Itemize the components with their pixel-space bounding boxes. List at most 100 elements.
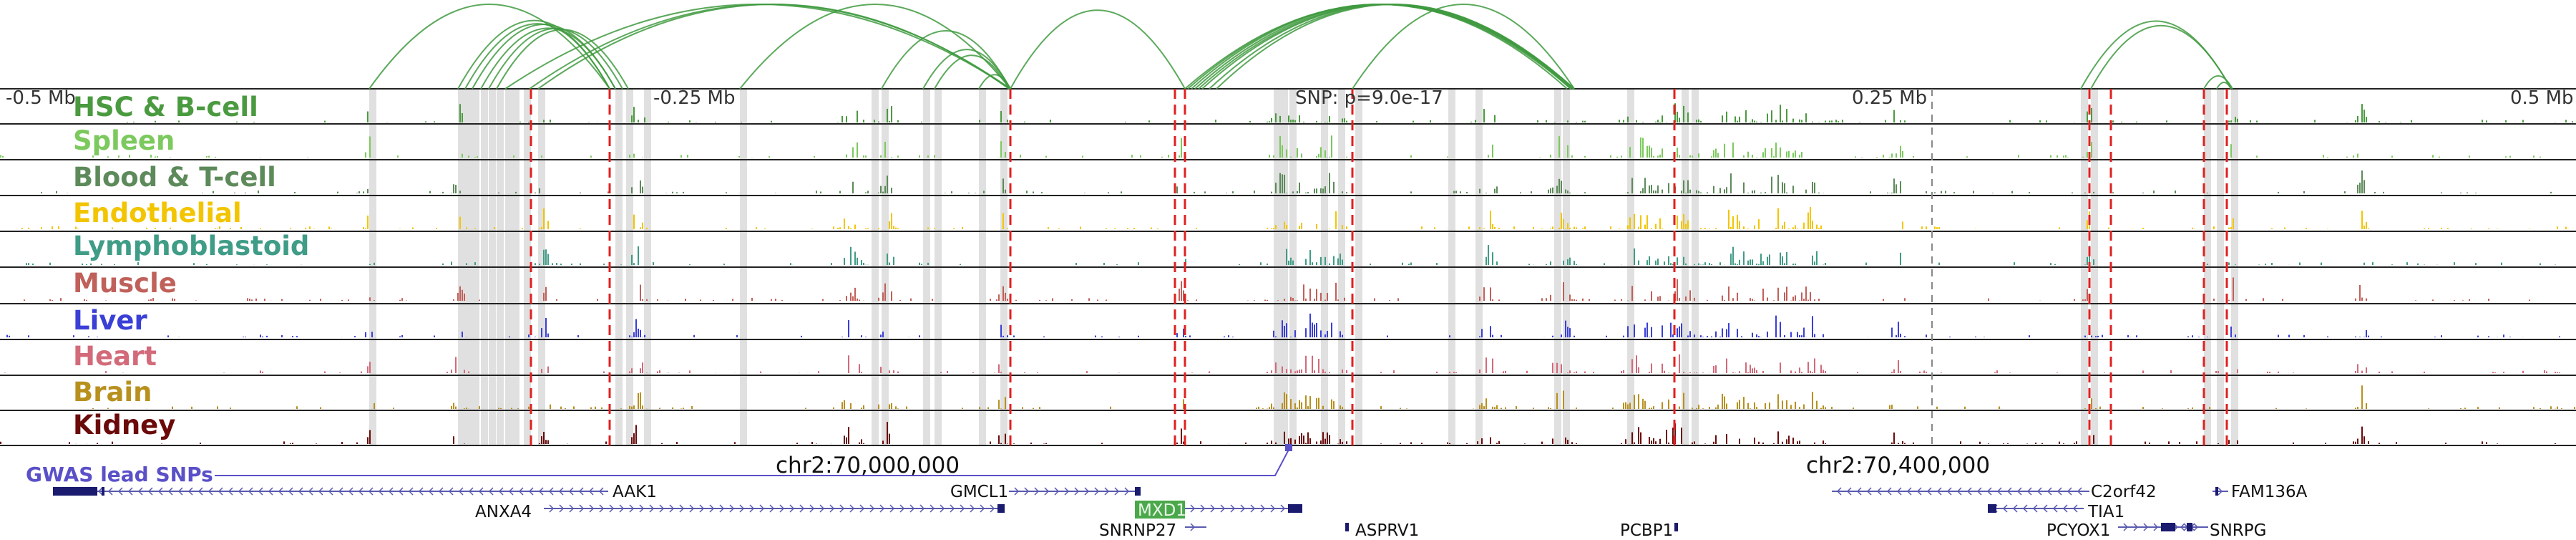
gene-anxa4-arrow [649,504,655,513]
scale-label-mid-left: -0.25 Mb [653,87,736,109]
gene-anxa4-arrow [789,504,795,513]
gene-anxa4-arrow [729,504,735,513]
gene-aak1-arrow [288,487,293,496]
gene-label-gmcl1[interactable]: GMCL1 [950,483,1009,501]
gene-c2orf42-arrow [1976,487,1982,496]
interaction-arc-5 [488,27,623,90]
scale-label-mid-right: 0.25 Mb [1852,87,1928,109]
track-label-liver[interactable]: Liver [73,305,147,336]
track-label-endothelial[interactable]: Endothelial [73,198,242,228]
gene-label-tia1[interactable]: TIA1 [2088,503,2125,521]
gene-anxa4-arrow [879,504,885,513]
gene-aak1-arrow [258,487,263,496]
gene-label-pcbp1[interactable]: PCBP1 [1620,521,1674,540]
gene-aak1-arrow [97,487,103,496]
gene-label-snrpg[interactable]: SNRPG [2210,521,2267,540]
gene-aak1-arrow [568,487,574,496]
gene-label-fam136a[interactable]: FAM136A [2231,483,2308,501]
interaction-arc-14 [978,74,1011,90]
gene-aak1-arrow [197,487,203,496]
gene-tia1-arrow [2042,504,2048,513]
interaction-arc-17 [1191,4,1568,90]
gene-aak1-arrow [368,487,374,496]
gene-label-mxd1[interactable]: MXD1 [1138,501,1186,520]
gene-anxa4-arrow [819,504,825,513]
gene-anxa4-arrow [659,504,665,513]
gene-anxa4-arrow [799,504,805,513]
track-label-muscle[interactable]: Muscle [73,268,177,299]
gene-label-asprv1[interactable]: ASPRV1 [1355,521,1420,540]
gene-c2orf42-arrow [1916,487,1922,496]
gene-aak1-arrow [508,487,514,496]
gene-gmcl1-arrow [1084,487,1090,496]
gene-gmcl1-arrow [1074,487,1080,496]
gene-aak1-arrow [498,487,504,496]
interaction-arc-12 [922,49,1011,90]
gene-aak1-arrow [488,487,494,496]
gene-c2orf42-arrow [1886,487,1892,496]
gene-c2orf42-arrow [1896,487,1902,496]
track-label-blood-tcell[interactable]: Blood & T-cell [73,162,276,193]
gene-label-anxa4[interactable]: ANXA4 [475,503,532,521]
gene-anxa4-arrow [609,504,615,513]
gene-c2orf42-arrow [1906,487,1912,496]
gene-label-aak1[interactable]: AAK1 [613,483,657,501]
track-label-spleen[interactable]: Spleen [73,125,175,156]
gene-anxa4-arrow [549,504,555,513]
track-label-lymphoblastoid[interactable]: Lymphoblastoid [73,231,310,261]
gene-mxd1-line-exon-0 [1288,504,1302,513]
gene-gmcl1-exon-0 [1135,487,1141,496]
gene-label-snrnp27[interactable]: SNRNP27 [1099,521,1177,540]
gene-aak1-arrow [318,487,323,496]
gene-anxa4-arrow [619,504,625,513]
gene-gmcl1-arrow [1034,487,1040,496]
gene-anxa4-arrow [559,504,565,513]
gene-aak1-arrow [248,487,253,496]
track-label-heart[interactable]: Heart [73,341,157,372]
gene-aak1-arrow [187,487,193,496]
gene-aak1-arrow [388,487,394,496]
gene-asprv1-body [1345,523,1349,531]
gene-pcyox1-arrow [2133,523,2139,531]
gene-c2orf42-arrow [1876,487,1882,496]
interaction-arc-4 [480,27,616,90]
gene-mxd1-line-arrow [1260,504,1266,513]
gene-c2orf42-arrow [2046,487,2052,496]
gene-tia1-arrow [2072,504,2078,513]
gene-label-c2orf42[interactable]: C2orf42 [2091,483,2157,501]
gene-anxa4-arrow [829,504,835,513]
gene-aak1-arrow [137,487,143,496]
gene-mxd1-line-arrow [1200,504,1206,513]
gene-c2orf42-arrow [1856,487,1862,496]
gene-anxa4-arrow [940,504,945,513]
signal-track-9 [0,422,2576,444]
gene-c2orf42-arrow [1866,487,1872,496]
gene-aak1-arrow [438,487,444,496]
gene-c2orf42-arrow [2067,487,2072,496]
gene-aak1-arrow [418,487,424,496]
gene-box-mxd1[interactable] [1135,501,1185,519]
gene-anxa4-exon-0 [997,504,1005,513]
interaction-arc-24 [1010,9,1186,90]
gene-anxa4-arrow [990,504,995,513]
gene-mxd1-line-arrow [1190,504,1196,513]
gene-pcyox1-arrow [2153,523,2159,531]
gene-c2orf42-arrow [2026,487,2032,496]
gene-label-pcyox1[interactable]: PCYOX1 [2046,521,2111,540]
gene-anxa4-arrow [709,504,715,513]
gene-aak1-arrow [228,487,233,496]
gene-anxa4-arrow [759,504,765,513]
track-label-brain[interactable]: Brain [73,377,152,408]
gwas-lead-snps-label[interactable]: GWAS lead SNPs [26,463,213,486]
gene-anxa4-arrow [930,504,935,513]
track-label-kidney[interactable]: Kidney [73,410,176,440]
gene-aak1-arrow [167,487,173,496]
gene-aak1-arrow [518,487,524,496]
track-label-hsc-bcell[interactable]: HSC & B-cell [73,92,258,122]
gene-gmcl1-arrow [1054,487,1060,496]
gene-aak1-arrow [538,487,544,496]
coordinate-left: chr2:70,000,000 [776,453,960,478]
gene-mxd1-line-arrow [1220,504,1226,513]
